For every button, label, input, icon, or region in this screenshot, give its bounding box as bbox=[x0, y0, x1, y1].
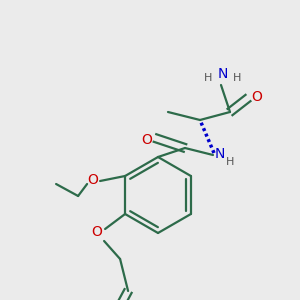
Text: O: O bbox=[142, 133, 152, 147]
Text: N: N bbox=[215, 147, 225, 161]
Text: H: H bbox=[204, 73, 212, 83]
Text: N: N bbox=[218, 67, 228, 81]
Text: O: O bbox=[92, 225, 103, 239]
Text: O: O bbox=[252, 90, 262, 104]
Text: H: H bbox=[226, 157, 234, 167]
Text: O: O bbox=[88, 173, 98, 187]
Text: H: H bbox=[233, 73, 241, 83]
